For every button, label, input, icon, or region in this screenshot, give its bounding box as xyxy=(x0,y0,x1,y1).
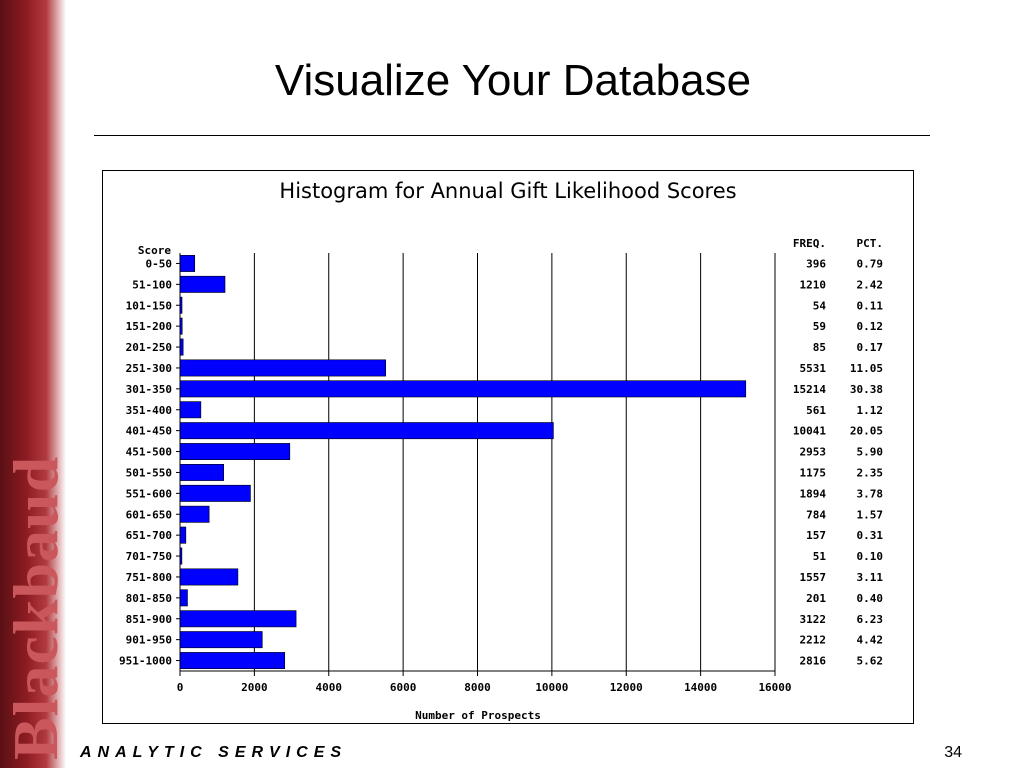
freq-value: 85 xyxy=(813,341,826,354)
slide-title: Visualize Your Database xyxy=(274,56,752,105)
category-label: 501-550 xyxy=(126,466,172,479)
category-label: 601-650 xyxy=(126,508,172,521)
pct-value: 6.23 xyxy=(857,613,884,626)
freq-value: 1557 xyxy=(800,571,827,584)
pct-value: 1.57 xyxy=(857,508,884,521)
pct-value: 0.31 xyxy=(857,529,884,542)
freq-header: FREQ. xyxy=(793,237,826,250)
freq-value: 784 xyxy=(806,508,826,521)
pct-value: 3.78 xyxy=(857,487,884,500)
freq-value: 59 xyxy=(813,320,826,333)
histogram-chart: Histogram for Annual Gift Likelihood Sco… xyxy=(102,170,914,724)
pct-value: 11.05 xyxy=(850,362,883,375)
histogram-bar xyxy=(179,652,286,670)
histogram-bar xyxy=(179,401,202,419)
freq-value: 396 xyxy=(806,257,826,270)
freq-value: 2953 xyxy=(800,446,827,459)
pct-value: 0.10 xyxy=(857,550,884,563)
category-label: 151-200 xyxy=(126,320,172,333)
x-tick-label: 4000 xyxy=(316,681,343,694)
pct-value: 0.17 xyxy=(857,341,884,354)
pct-value: 0.79 xyxy=(857,257,884,270)
freq-value: 1210 xyxy=(800,278,827,291)
category-header: Score xyxy=(138,244,171,257)
brand-sidebar: Blackbaud xyxy=(0,0,71,768)
chart-title: Histogram for Annual Gift Likelihood Sco… xyxy=(279,179,736,203)
pct-header: PCT. xyxy=(857,237,884,250)
freq-value: 561 xyxy=(806,404,826,417)
category-label: 301-350 xyxy=(126,383,172,396)
x-tick-label: 10000 xyxy=(535,681,568,694)
category-label: 101-150 xyxy=(126,299,172,312)
histogram-bar xyxy=(179,443,291,461)
category-label: 201-250 xyxy=(126,341,172,354)
freq-value: 1894 xyxy=(800,487,827,500)
pct-value: 20.05 xyxy=(850,425,883,438)
page-number: 34 xyxy=(944,744,962,761)
x-tick-label: 6000 xyxy=(390,681,417,694)
category-label: 51-100 xyxy=(132,278,172,291)
histogram-bar xyxy=(179,484,251,502)
histogram-bar xyxy=(179,610,297,628)
x-tick-label: 14000 xyxy=(684,681,717,694)
histogram-bar xyxy=(179,568,239,586)
pct-value: 0.11 xyxy=(857,299,884,312)
histogram-bar xyxy=(179,422,554,440)
pct-value: 5.90 xyxy=(857,446,884,459)
histogram-bar xyxy=(179,589,188,607)
freq-value: 2816 xyxy=(800,655,827,668)
category-label: 451-500 xyxy=(126,446,172,459)
freq-value: 5531 xyxy=(800,362,827,375)
histogram-bar xyxy=(179,526,187,544)
pct-value: 3.11 xyxy=(857,571,884,584)
category-label: 351-400 xyxy=(126,404,172,417)
x-tick-label: 0 xyxy=(177,681,184,694)
category-label: 851-900 xyxy=(126,613,172,626)
histogram-bar xyxy=(179,359,386,377)
title-divider xyxy=(94,135,930,136)
freq-value: 10041 xyxy=(793,425,826,438)
pct-value: 2.42 xyxy=(857,278,884,291)
histogram-bar xyxy=(179,254,196,272)
freq-value: 51 xyxy=(813,550,827,563)
category-label: 751-800 xyxy=(126,571,172,584)
histogram-bar xyxy=(179,463,224,481)
pct-value: 30.38 xyxy=(850,383,883,396)
freq-value: 3122 xyxy=(800,613,827,626)
pct-value: 1.12 xyxy=(857,404,884,417)
freq-value: 2212 xyxy=(800,634,827,647)
category-label: 251-300 xyxy=(126,362,172,375)
freq-value: 201 xyxy=(806,592,826,605)
histogram-bar xyxy=(179,631,263,649)
freq-value: 15214 xyxy=(793,383,826,396)
histogram-bar xyxy=(179,275,226,293)
pct-value: 0.40 xyxy=(857,592,884,605)
category-label: 701-750 xyxy=(126,550,172,563)
category-label: 951-1000 xyxy=(119,655,172,668)
chart-svg: Histogram for Annual Gift Likelihood Sco… xyxy=(119,179,884,722)
footer-label: ANALYTIC SERVICES xyxy=(80,744,348,761)
category-label: 651-700 xyxy=(126,529,172,542)
category-label: 551-600 xyxy=(126,487,172,500)
category-label: 901-950 xyxy=(126,634,172,647)
freq-value: 1175 xyxy=(800,466,827,479)
brand-logo: Blackbaud xyxy=(0,455,71,760)
x-tick-label: 16000 xyxy=(758,681,791,694)
x-tick-label: 2000 xyxy=(241,681,268,694)
freq-value: 54 xyxy=(813,299,827,312)
x-axis-label: Number of Prospects xyxy=(415,709,541,722)
pct-value: 2.35 xyxy=(857,466,884,479)
pct-value: 5.62 xyxy=(857,655,884,668)
histogram-bar xyxy=(179,505,210,523)
category-label: 0-50 xyxy=(146,257,173,270)
x-tick-label: 8000 xyxy=(464,681,491,694)
freq-value: 157 xyxy=(806,529,826,542)
histogram-bar xyxy=(179,380,747,398)
pct-value: 4.42 xyxy=(857,634,884,647)
category-label: 401-450 xyxy=(126,425,172,438)
pct-value: 0.12 xyxy=(857,320,884,333)
x-tick-label: 12000 xyxy=(610,681,643,694)
category-label: 801-850 xyxy=(126,592,172,605)
